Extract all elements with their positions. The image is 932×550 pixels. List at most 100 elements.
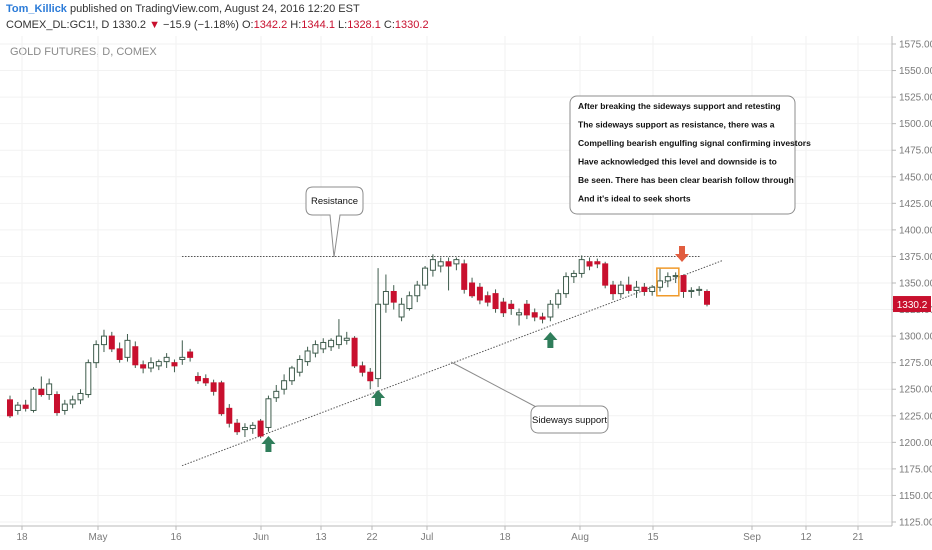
candle-body [132, 346, 139, 366]
candle-body [586, 261, 593, 267]
candle-body [304, 350, 311, 363]
price-tick-label: 1225.00 [899, 411, 932, 422]
high-value: 1344.1 [301, 19, 335, 31]
callout-text-line: Be seen. There has been clear bearish fo… [578, 175, 794, 185]
candle-body [179, 356, 186, 360]
price-tick-label: 1500.00 [899, 119, 932, 130]
candle-body [453, 259, 460, 265]
candle-body [22, 404, 29, 409]
candle-body [649, 286, 656, 292]
arrow-up-head [371, 390, 386, 398]
trend-lines [181, 255, 723, 467]
candle-body [61, 403, 68, 411]
candle-body [202, 378, 209, 384]
price-tick-label: 1375.00 [899, 252, 932, 263]
candle-body [696, 288, 703, 291]
publish-text: published on TradingView.com, August 24,… [70, 3, 360, 15]
time-tick-label: May [89, 532, 108, 543]
chart-header: Tom_Killick published on TradingView.com… [0, 0, 932, 34]
gold-futures-chart[interactable]: GOLD FUTURES, D, COMEX After breaking th… [0, 36, 932, 550]
symbol-label[interactable]: COMEX_DL:GC1!, D [6, 19, 110, 31]
candle-body [469, 282, 476, 297]
callout-box [569, 95, 796, 215]
candle-body [382, 290, 389, 305]
price-tick-label: 1300.00 [899, 332, 932, 343]
price-tick-label: 1575.00 [899, 40, 932, 51]
time-tick-label: 18 [16, 532, 28, 543]
callout-text-line: Compelling bearish engulfing signal conf… [578, 138, 811, 148]
resistance-label-text: Resistance [311, 196, 358, 207]
support-label: Sideways support [450, 361, 609, 434]
candle-body [187, 351, 194, 358]
candle-body [531, 312, 538, 318]
price-tick-label: 1525.00 [899, 93, 932, 104]
candle-body [194, 375, 201, 382]
candle-body [476, 286, 483, 301]
time-tick-label: Sep [743, 532, 761, 543]
close-value: 1330.2 [394, 19, 429, 31]
candle-body [555, 293, 562, 305]
candle-body [367, 371, 374, 382]
arrow-up-icon [261, 436, 276, 452]
candle-body [210, 382, 217, 392]
candle-body [93, 344, 100, 364]
arrow-up-stem [375, 398, 382, 406]
candle-body [594, 261, 601, 265]
time-axis[interactable]: 18 May 16 Jun 13 22 Jul 18 Aug 15 Sep 12 21 [0, 525, 892, 543]
time-tick-label: 18 [499, 532, 511, 543]
candle-body [77, 392, 84, 401]
candle-body [69, 399, 76, 405]
price-change: −15.9 (−1.18%) [163, 19, 239, 31]
price-axis[interactable]: 1125.00 1150.00 1175.00 1200.00 1225.00 1250.… [891, 36, 932, 529]
candle-body [147, 362, 154, 369]
last-price-tag [893, 296, 931, 313]
candles [7, 254, 710, 439]
last-price: 1330.2 [112, 19, 147, 31]
candle-body [492, 293, 499, 309]
price-tick-label: 1450.00 [899, 172, 932, 183]
price-tick-label: 1350.00 [899, 279, 932, 290]
annotations: After breaking the sideways support and … [261, 95, 811, 452]
resistance-label: Resistance [305, 186, 364, 258]
candle-body [163, 356, 170, 363]
candle-body [704, 290, 710, 305]
low-label: L: [338, 19, 348, 31]
candle-body [53, 394, 60, 414]
candle-body [218, 382, 225, 415]
candle-body [46, 383, 53, 396]
candle-body [38, 388, 45, 396]
candle-body [281, 380, 288, 390]
candle-body [351, 337, 358, 367]
candle-body [30, 388, 37, 411]
candle-body [414, 284, 421, 297]
candle-body [241, 426, 248, 431]
time-tick-label: 12 [800, 532, 812, 543]
time-tick-label: 16 [170, 532, 182, 543]
price-tick-label: 1550.00 [899, 66, 932, 77]
price-tick-label: 1275.00 [899, 358, 932, 369]
candle-body [100, 335, 107, 346]
candle-body [296, 358, 303, 373]
candle-body [547, 303, 554, 318]
support-label-text: Sideways support [532, 415, 607, 426]
candle-body [508, 303, 515, 309]
time-tick-label: 13 [315, 532, 327, 543]
callout-text-line: Have acknowledged this level and downsid… [578, 157, 777, 167]
low-value: 1328.1 [347, 19, 381, 31]
chart-title: GOLD FUTURES, D, COMEX [10, 46, 157, 58]
callout-text-line: And it's ideal to seek shorts [578, 194, 691, 204]
candle-body [116, 348, 123, 360]
price-tick-label: 1175.00 [899, 464, 932, 475]
candle-body [406, 295, 413, 309]
candle-body [500, 301, 507, 314]
candle-body [335, 335, 342, 346]
candle-body [273, 390, 280, 399]
candle-body [539, 316, 546, 320]
price-tick-label: 1125.00 [899, 518, 932, 529]
author-link[interactable]: Tom_Killick [6, 3, 67, 15]
support-bubble [530, 405, 609, 434]
time-tick-label: 22 [366, 532, 378, 543]
candle-body [602, 263, 609, 286]
candle-body [375, 303, 382, 380]
last-price-label: 1330.2 [897, 300, 928, 311]
